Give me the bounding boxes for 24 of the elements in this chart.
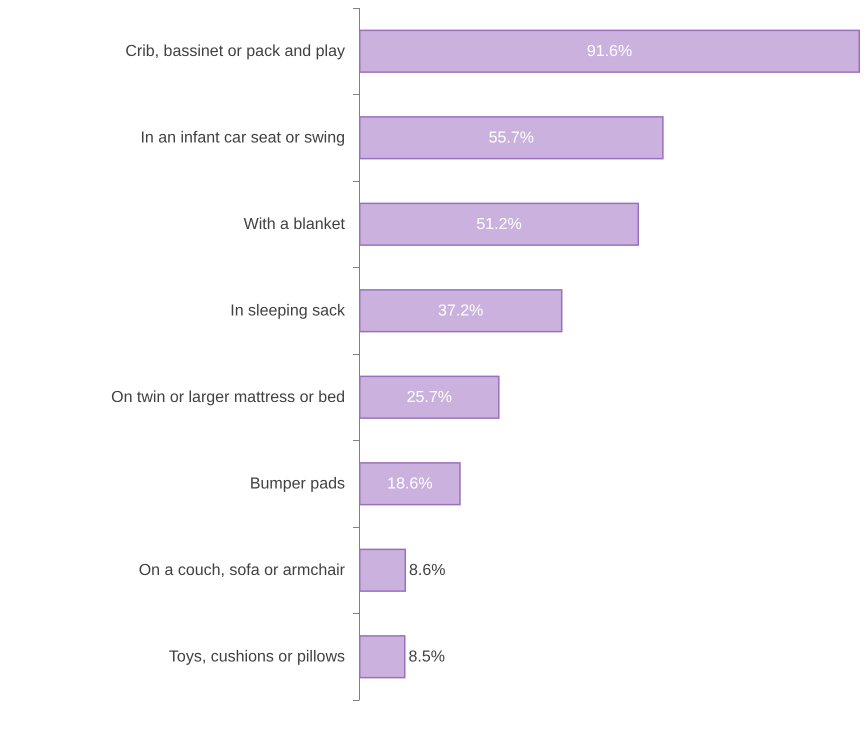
data-label: 8.5% (408, 648, 445, 666)
bar (359, 116, 664, 160)
data-label: 51.2% (476, 216, 522, 233)
data-label: 91.6% (586, 42, 632, 60)
y-tick-label: Bumper pads (250, 475, 345, 492)
y-tick-label: With a blanket (244, 216, 346, 233)
data-label: 18.6% (387, 475, 433, 492)
data-label: 25.7% (406, 388, 452, 406)
y-tick-label: On twin or larger mattress or bed (111, 388, 345, 406)
y-tick-label: In sleeping sack (230, 302, 346, 320)
bar (359, 30, 860, 73)
y-tick-label: Crib, bassinet or pack and play (125, 42, 345, 60)
bar (359, 376, 500, 419)
data-label: 55.7% (488, 129, 534, 146)
data-label: 37.2% (438, 302, 484, 320)
y-tick-label: Toys, cushions or pillows (168, 648, 345, 666)
bar (359, 548, 406, 592)
y-tick-label: On a couch, sofa or armchair (138, 562, 346, 579)
bar (359, 289, 562, 332)
data-label: 8.6% (409, 562, 446, 579)
bar (359, 635, 406, 678)
bar (359, 202, 640, 246)
y-tick-label: In an infant car seat or swing (140, 129, 345, 146)
bar (359, 462, 461, 506)
